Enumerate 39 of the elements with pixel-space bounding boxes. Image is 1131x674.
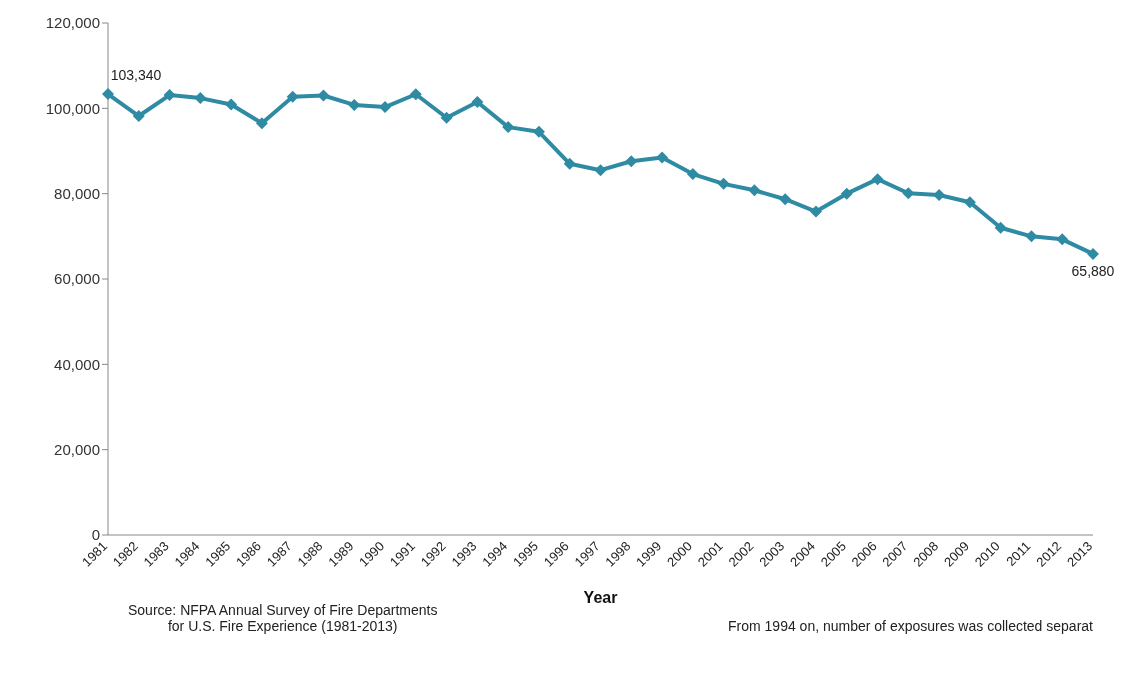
point bbox=[194, 92, 207, 105]
point bbox=[132, 110, 145, 123]
point bbox=[225, 98, 238, 111]
annotation: 103,340 bbox=[110, 67, 162, 84]
point bbox=[563, 157, 576, 170]
point bbox=[409, 88, 422, 101]
point bbox=[933, 188, 946, 201]
point bbox=[163, 89, 176, 102]
point bbox=[717, 177, 730, 190]
point bbox=[102, 88, 114, 101]
point bbox=[686, 168, 699, 181]
y-tick-label: 40,000 bbox=[54, 355, 100, 373]
point bbox=[286, 90, 299, 103]
point bbox=[1087, 247, 1099, 260]
point bbox=[1056, 233, 1069, 246]
point bbox=[994, 221, 1007, 234]
point bbox=[871, 173, 884, 186]
y-tick-label: 20,000 bbox=[54, 440, 100, 458]
point bbox=[594, 164, 607, 177]
y-tick-label: 80,000 bbox=[54, 184, 100, 202]
text: From 1994 on, number of exposures was collected separat bbox=[728, 618, 1093, 634]
point bbox=[625, 155, 638, 168]
point bbox=[471, 95, 484, 108]
point bbox=[379, 101, 392, 114]
y-tick-label: 60,000 bbox=[54, 270, 100, 288]
y-tick-label: 0 bbox=[91, 526, 100, 544]
point bbox=[963, 196, 976, 209]
point bbox=[748, 184, 761, 197]
point bbox=[440, 111, 453, 124]
x-axis-title: Year bbox=[583, 589, 618, 606]
source-note: Source: NFPA Annual Survey of Fire Departments for U.S. Fire Experience (1981-2013) bbox=[128, 602, 438, 634]
y-tick-label: 100,000 bbox=[45, 99, 100, 117]
point bbox=[840, 187, 853, 200]
annotation: 65,880 bbox=[1071, 262, 1115, 279]
y-tick-label: 120,000 bbox=[45, 14, 100, 32]
point bbox=[809, 205, 822, 218]
point bbox=[779, 193, 792, 206]
point bbox=[656, 151, 669, 164]
point bbox=[255, 117, 268, 130]
